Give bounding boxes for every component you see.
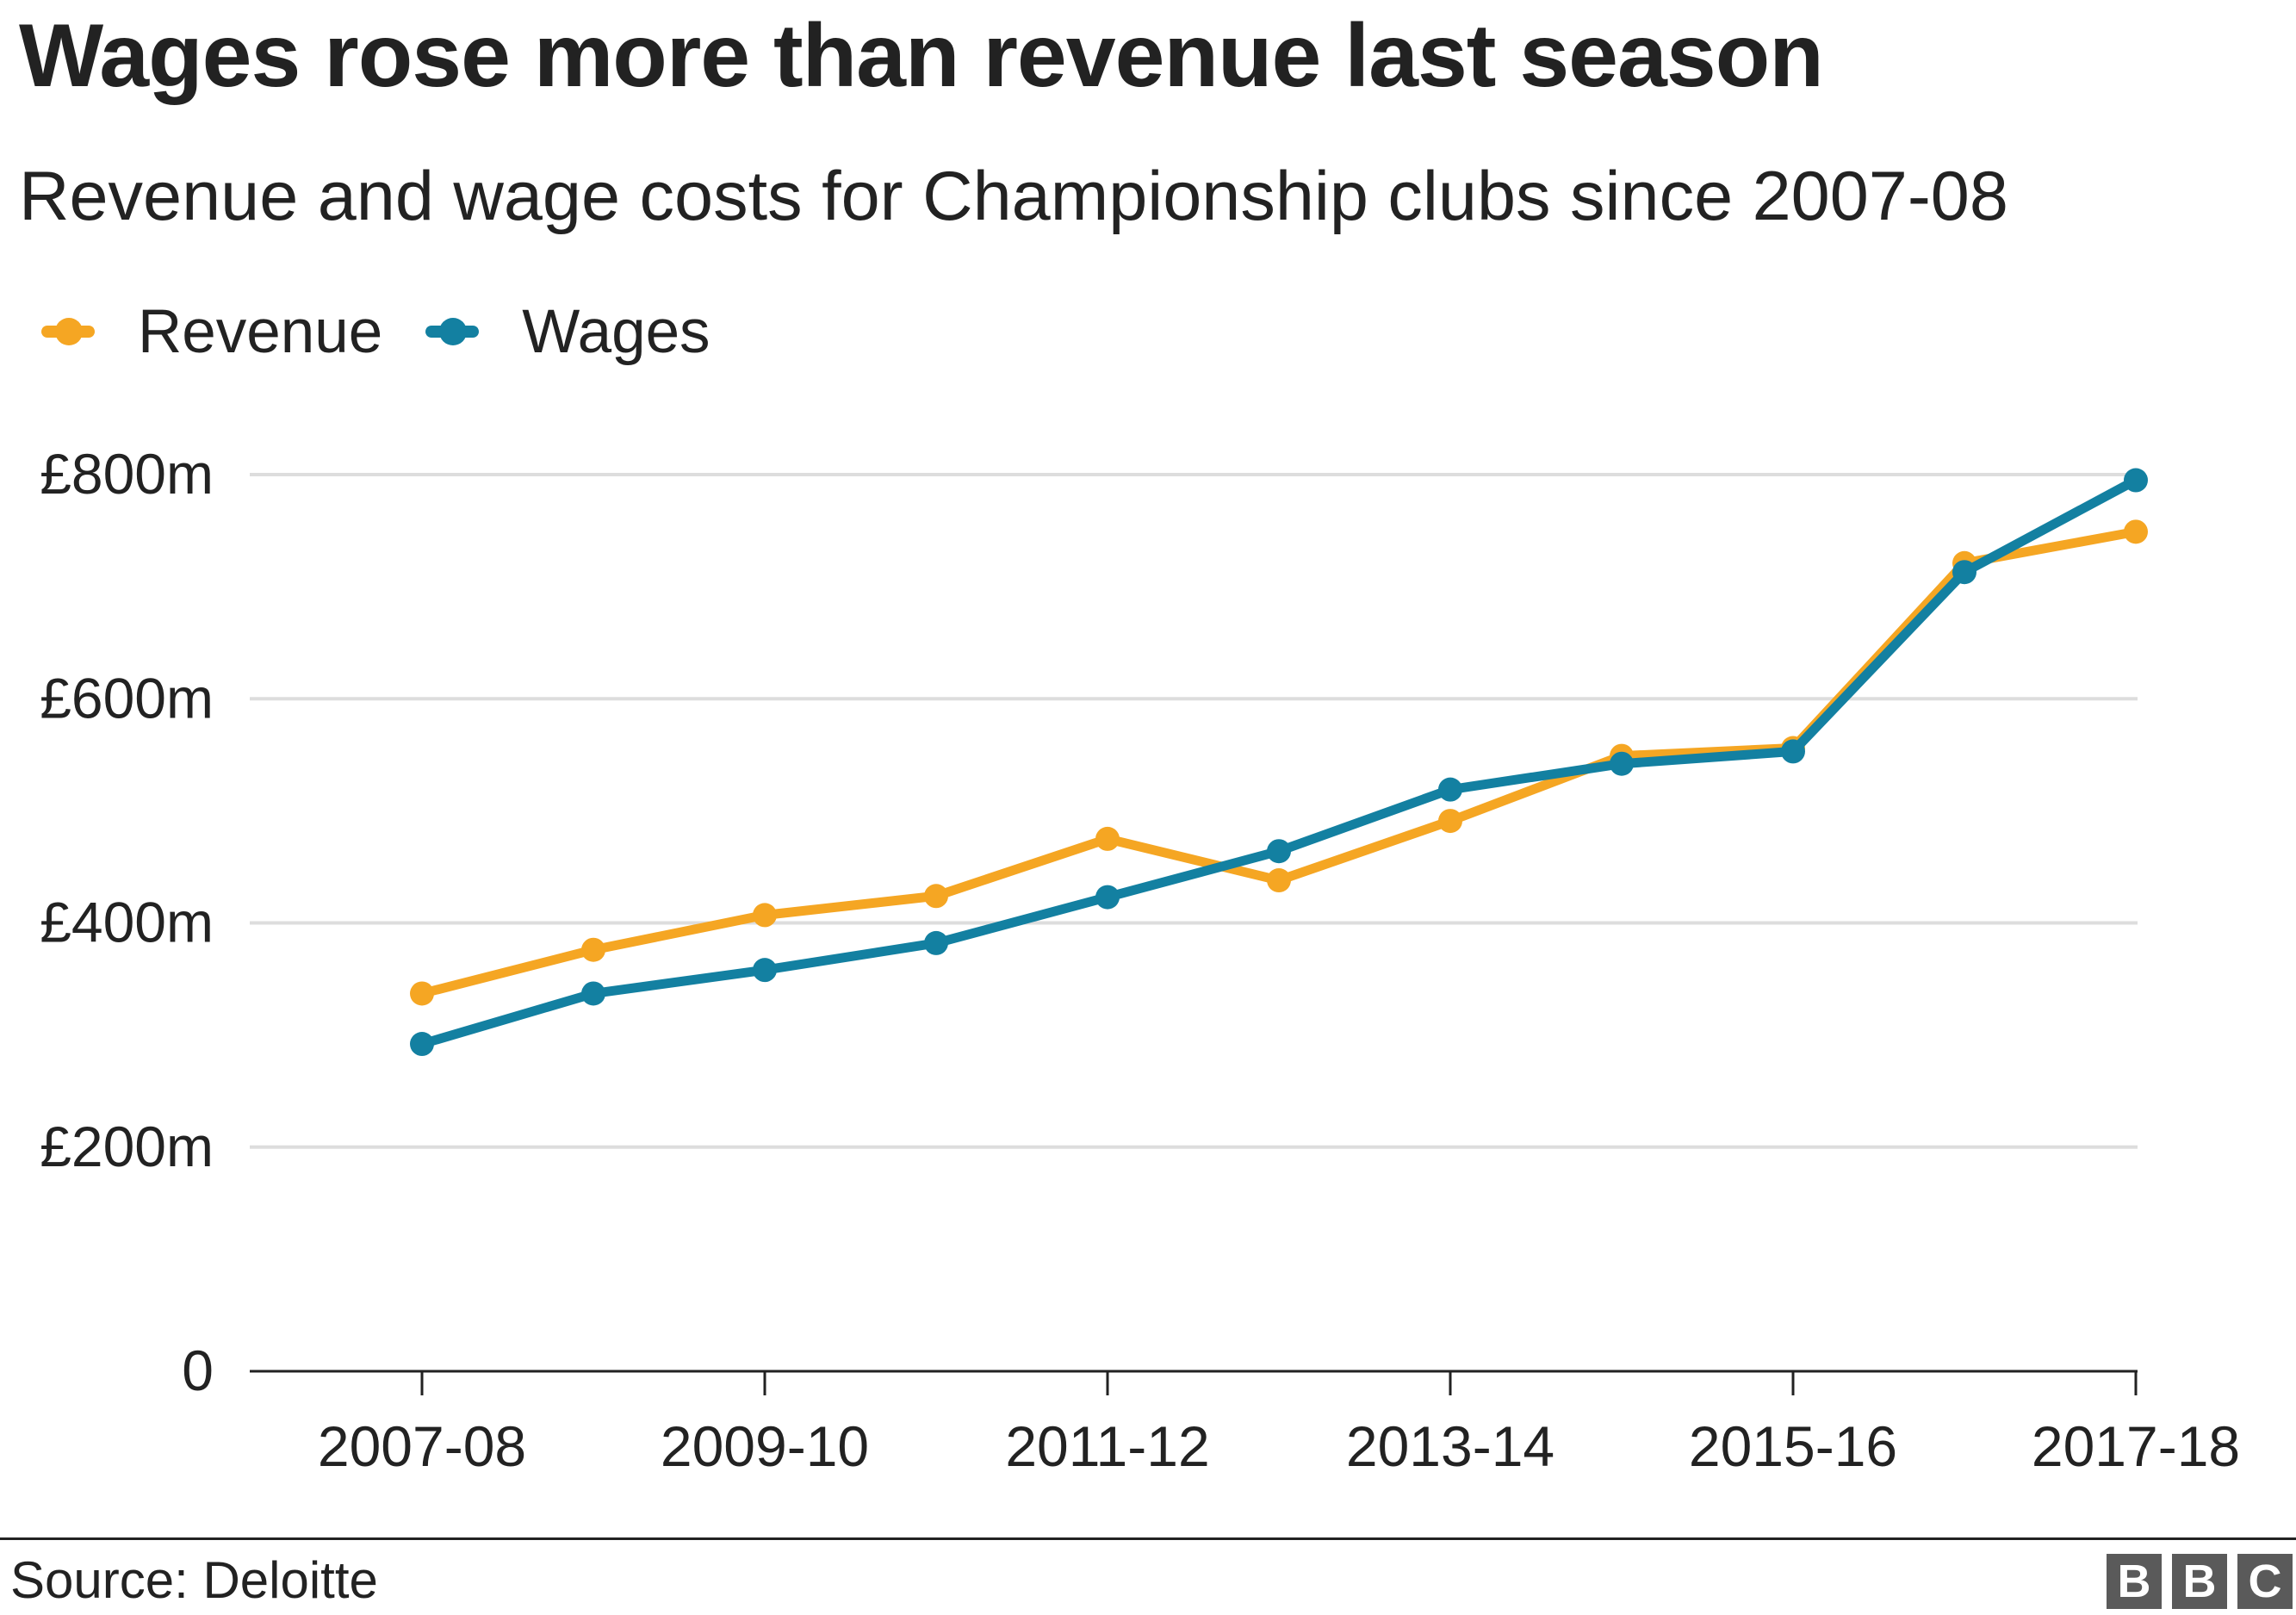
- x-tick-label: 2007-08: [318, 1414, 526, 1478]
- data-point-revenue: [2124, 519, 2148, 544]
- legend: Revenue Wages: [41, 293, 754, 370]
- x-tick-label: 2017-18: [2032, 1414, 2240, 1478]
- bbc-logo-letter: C: [2237, 1554, 2293, 1609]
- data-point-wages: [1095, 885, 1120, 910]
- x-tick-label: 2013-14: [1346, 1414, 1554, 1478]
- data-point-revenue: [410, 981, 434, 1006]
- data-point-revenue: [581, 937, 605, 962]
- legend-item-revenue: Revenue: [41, 297, 382, 367]
- y-tick-label: 0: [182, 1339, 214, 1402]
- data-point-wages: [1267, 839, 1291, 864]
- legend-swatch-revenue: [41, 318, 95, 345]
- series-line-wages: [417, 475, 2141, 1049]
- data-point-revenue: [753, 903, 777, 928]
- chart-subtitle: Revenue and wage costs for Championship …: [19, 158, 2008, 235]
- data-point-revenue: [1438, 809, 1462, 834]
- data-point-revenue: [1095, 826, 1120, 851]
- legend-swatch-wages: [425, 318, 480, 345]
- x-tick-label: 2011-12: [1005, 1414, 1209, 1478]
- bbc-logo: B B C: [2096, 1554, 2293, 1609]
- y-tick-label: £800m: [40, 442, 214, 506]
- y-tick-label: £400m: [40, 891, 214, 954]
- data-point-wages: [924, 930, 948, 955]
- y-tick-label: £200m: [40, 1115, 214, 1178]
- data-point-wages: [1781, 739, 1805, 764]
- data-point-wages: [410, 1032, 434, 1057]
- data-point-revenue: [924, 884, 948, 909]
- footer-divider: [0, 1537, 2296, 1540]
- data-point-wages: [1438, 777, 1462, 802]
- legend-item-wages: Wages: [425, 297, 711, 367]
- bbc-logo-letter: B: [2172, 1554, 2227, 1609]
- data-point-wages: [753, 958, 777, 983]
- chart-title: Wages rose more than revenue last season: [19, 6, 1824, 106]
- legend-label-wages: Wages: [522, 297, 711, 366]
- x-tick-label: 2009-10: [661, 1414, 869, 1478]
- bbc-logo-letter: B: [2107, 1554, 2162, 1609]
- x-tick-label: 2015-16: [1689, 1414, 1897, 1478]
- data-point-revenue: [1267, 868, 1291, 893]
- data-point-wages: [581, 981, 605, 1006]
- y-tick-label: £600m: [40, 666, 214, 730]
- data-point-wages: [2124, 468, 2148, 493]
- data-point-wages: [1952, 560, 1976, 585]
- legend-label-revenue: Revenue: [138, 297, 383, 366]
- source-note: Source: Deloitte: [10, 1551, 378, 1609]
- data-point-wages: [1610, 751, 1634, 776]
